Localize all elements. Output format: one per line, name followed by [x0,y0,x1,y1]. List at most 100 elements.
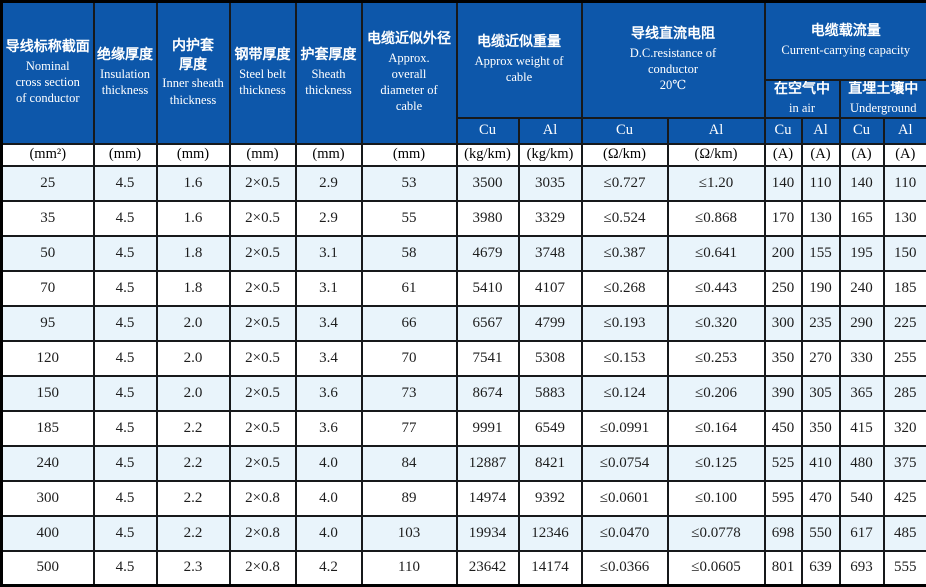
table-cell: ≤0.868 [666,199,766,237]
table-cell: 410 [800,444,841,482]
col-group-dc-resistance: 导线直流电阻 D.C.resistance of conductor 20℃ [580,0,766,119]
table-cell: 25 [0,164,95,202]
unit-cell: (mm) [155,142,231,167]
table-cell: 415 [838,409,885,447]
table-cell: 2.2 [155,444,231,482]
header-en-label: Nominal cross section of conductor [15,58,80,106]
table-cell: 300 [763,304,803,342]
table-cell: 2×0.5 [228,374,297,412]
table-cell: 4.5 [92,339,158,377]
table-cell: 4.5 [92,479,158,517]
metal-header-cell: Al [882,116,926,145]
header-en-label: Sheath thickness [305,66,352,98]
metal-header-cell: Cu [763,116,803,145]
table-cell: 61 [360,269,458,307]
table-cell: 2.0 [155,339,231,377]
table-cell: 4.5 [92,549,158,587]
table-cell: 110 [360,549,458,587]
table-cell: 270 [800,339,841,377]
table-cell: 4.0 [294,514,363,552]
table-cell: 3.1 [294,269,363,307]
header-en-label: Steel belt thickness [239,66,286,98]
table-cell: 7541 [455,339,520,377]
table-cell: 305 [800,374,841,412]
metal-header-cell: Cu [580,116,669,145]
header-row-subgroups: 在空气中 in air 直埋土壤中 Underground [2,78,926,119]
table-cell: 4.5 [92,269,158,307]
table-cell: 4.5 [92,514,158,552]
header-temp-label: 20℃ [659,78,687,93]
table-cell: ≤0.100 [666,479,766,517]
table-cell: 595 [763,479,803,517]
header-zh-label: 钢带厚度 [234,48,291,64]
table-cell: 73 [360,374,458,412]
table-cell: 35 [0,199,95,237]
table-cell: ≤0.124 [580,374,669,412]
table-cell: 3329 [517,199,583,237]
table-cell: 190 [800,269,841,307]
table-cell: 155 [800,234,841,272]
table-cell: ≤1.20 [666,164,766,202]
table-body: 25 4.5 1.6 2×0.5 2.9 53 3500 3035 ≤0.727 ≤1.20 140… [0,164,926,587]
header-row-groups: 导线标称截面 Nominal cross section of conducto… [0,0,926,145]
col-header-sheath-thickness: 护套厚度 Sheath thickness [294,0,363,145]
table-cell: 50 [0,234,95,272]
header-zh-label: 在空气中 [774,81,830,97]
unit-cell: (mm) [294,142,363,167]
table-cell: 485 [882,514,926,552]
table-cell: 130 [800,199,841,237]
table-cell: 350 [763,339,803,377]
table-cell: ≤0.320 [666,304,766,342]
table-cell: 3748 [517,234,583,272]
table-cell: 95 [0,304,95,342]
table-cell: 8421 [517,444,583,482]
table-cell: 2.9 [294,164,363,202]
table-cell: ≤0.0601 [580,479,669,517]
header-zh-label: 导线直流电阻 [631,26,715,42]
table-cell: 3500 [455,164,520,202]
table-cell: ≤0.193 [580,304,669,342]
table-row: 35 4.5 1.6 2×0.5 2.9 55 3980 3329 ≤0.524 ≤0.868 17… [0,199,926,237]
table-cell: 3.6 [294,374,363,412]
table-cell: 555 [882,549,926,587]
table-cell: 4.5 [92,164,158,202]
table-cell: 2×0.8 [228,549,297,587]
table-cell: 19934 [455,514,520,552]
table-cell: ≤0.524 [580,199,669,237]
header-zh-label: 电缆近似外径 [367,31,451,47]
table-cell: 12346 [517,514,583,552]
col-header-nominal-cross-section: 导线标称截面 Nominal cross section of conducto… [0,0,95,145]
table-row: 50 4.5 1.8 2×0.5 3.1 58 4679 3748 ≤0.387 ≤0.641 20… [0,234,926,272]
unit-cell: (Ω/km) [666,142,766,167]
table-cell: 170 [763,199,803,237]
metal-header-cell: Cu [455,116,520,145]
table-cell: 6567 [455,304,520,342]
table-cell: 185 [882,269,926,307]
table-cell: 4.5 [92,409,158,447]
table-cell: 12887 [455,444,520,482]
table-cell: 470 [800,479,841,517]
table-cell: ≤0.153 [580,339,669,377]
header-zh-label: 内护套厚度 [172,38,214,73]
table-cell: 2.0 [155,304,231,342]
unit-row: (mm²) (mm) (mm) (mm) (mm) (mm) (kg/km) (kg/km)(… [0,142,926,167]
table-cell: 150 [882,234,926,272]
table-cell: 23642 [455,549,520,587]
table-cell: ≤0.0754 [580,444,669,482]
table-cell: 2×0.5 [228,164,297,202]
table-row: 500 4.5 2.3 2×0.8 4.2 110 23642 14174 ≤0.0366 ≤0.… [0,549,926,587]
unit-cell: (mm) [92,142,158,167]
col-header-overall-diameter: 电缆近似外径 Approx. overall diameter of cable [360,0,458,145]
unit-cell: (A) [800,142,841,167]
table-cell: 3980 [455,199,520,237]
table-cell: ≤0.641 [666,234,766,272]
table-cell: 66 [360,304,458,342]
table-cell: 2×0.5 [228,199,297,237]
table-cell: 110 [800,164,841,202]
table-cell: 4.0 [294,479,363,517]
table-cell: 14174 [517,549,583,587]
table-cell: ≤0.268 [580,269,669,307]
header-zh-label: 导线标称截面 [5,39,90,55]
unit-cell: (mm) [228,142,297,167]
